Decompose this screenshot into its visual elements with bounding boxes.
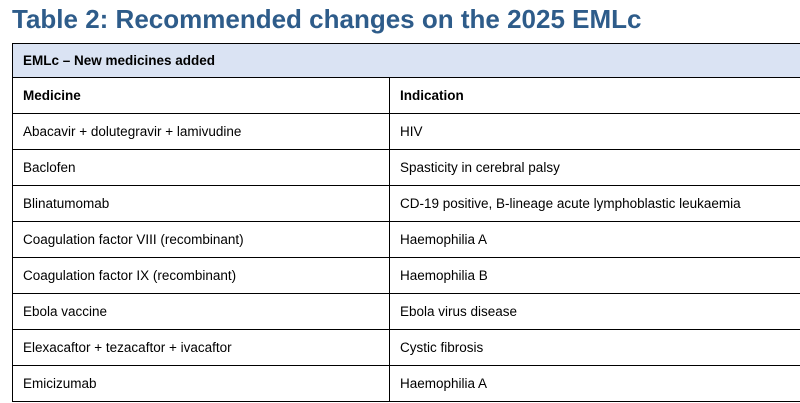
medicine-cell: Coagulation factor VIII (recombinant) (12, 221, 390, 258)
indication-cell: Ebola virus disease (389, 293, 800, 330)
indication-cell: HIV (389, 113, 800, 150)
recommended-changes-table-wrapper: EMLc – New medicines added Medicine Indi… (12, 43, 800, 402)
table-section-header-row: EMLc – New medicines added (12, 43, 800, 78)
medicine-cell: Elexacaftor + tezacaftor + ivacaftor (12, 329, 390, 366)
column-header-medicine: Medicine (12, 77, 390, 114)
table-row: Blinatumomab CD-19 positive, B-lineage a… (12, 185, 800, 222)
indication-cell: Haemophilia A (389, 365, 800, 402)
table-row: Emicizumab Haemophilia A (12, 365, 800, 402)
medicine-cell: Coagulation factor IX (recombinant) (12, 257, 390, 294)
medicine-cell: Ebola vaccine (12, 293, 390, 330)
table-row: Baclofen Spasticity in cerebral palsy (12, 149, 800, 186)
recommended-changes-table: EMLc – New medicines added Medicine Indi… (12, 43, 800, 402)
table-header-row: Medicine Indication (12, 77, 800, 114)
indication-cell: Spasticity in cerebral palsy (389, 149, 800, 186)
column-header-indication: Indication (389, 77, 800, 114)
indication-cell: Cystic fibrosis (389, 329, 800, 366)
indication-cell: Haemophilia B (389, 257, 800, 294)
page-title: Table 2: Recommended changes on the 2025… (12, 4, 642, 34)
medicine-cell: Abacavir + dolutegravir + lamivudine (12, 113, 390, 150)
indication-cell: CD-19 positive, B-lineage acute lymphobl… (389, 185, 800, 222)
table-row: Coagulation factor VIII (recombinant) Ha… (12, 221, 800, 258)
indication-cell: Haemophilia A (389, 221, 800, 258)
table-row: Abacavir + dolutegravir + lamivudine HIV (12, 113, 800, 150)
medicine-cell: Baclofen (12, 149, 390, 186)
table-row: Coagulation factor IX (recombinant) Haem… (12, 257, 800, 294)
medicine-cell: Blinatumomab (12, 185, 390, 222)
table-row: Ebola vaccine Ebola virus disease (12, 293, 800, 330)
medicine-cell: Emicizumab (12, 365, 390, 402)
table-row: Elexacaftor + tezacaftor + ivacaftor Cys… (12, 329, 800, 366)
table-section-label: EMLc – New medicines added (12, 43, 800, 78)
